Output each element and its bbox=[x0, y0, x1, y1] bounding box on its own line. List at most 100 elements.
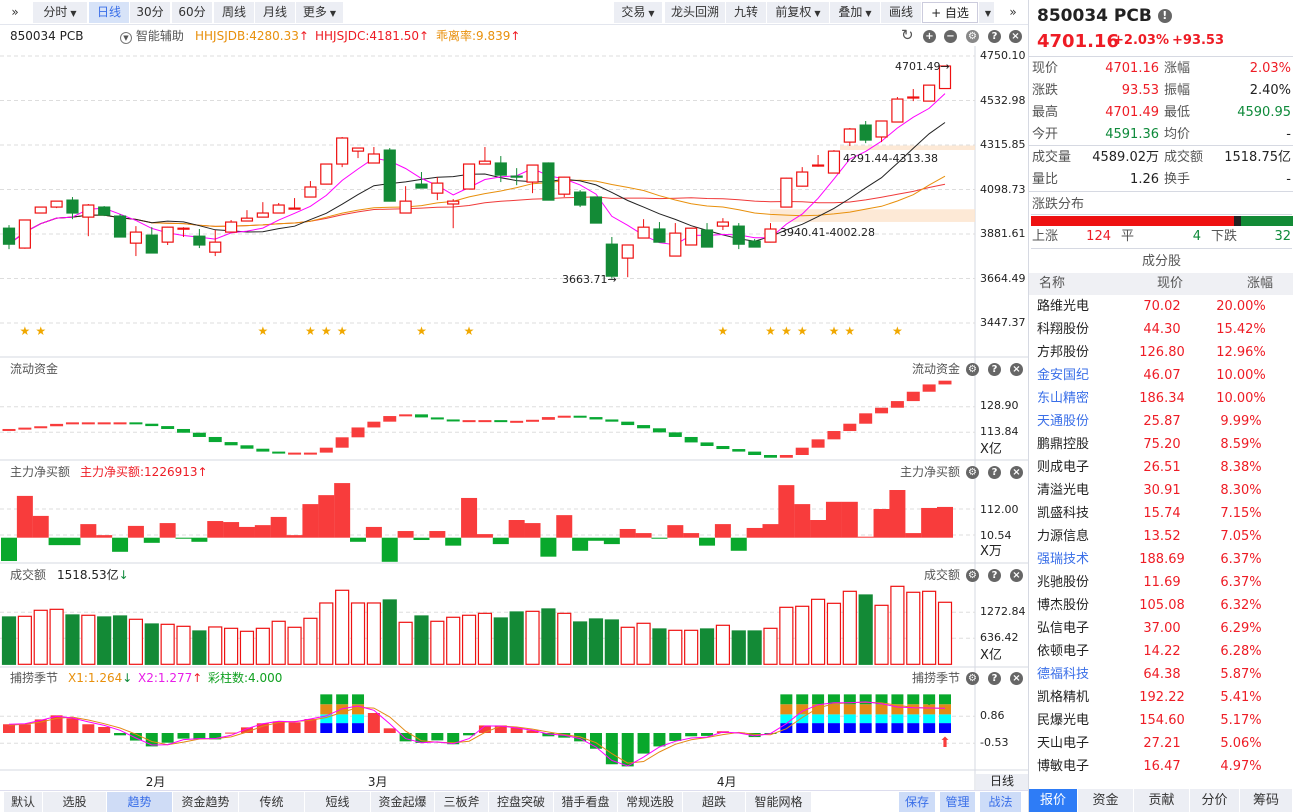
quote-tab[interactable]: 贡献 bbox=[1134, 789, 1190, 812]
strategy-tab[interactable]: 短线 bbox=[305, 792, 371, 812]
component-name[interactable]: 金安国纪 bbox=[1037, 368, 1090, 383]
component-name[interactable]: 方邦股份 bbox=[1037, 345, 1090, 360]
kline-chart[interactable]: ★ ★ ★ ★ ★ ★ ★ ★ ★ ★ ★ ★ ★ ★ ★ ⬇ ⬆ bbox=[0, 0, 1028, 790]
component-name[interactable]: 凯格精机 bbox=[1037, 690, 1090, 705]
strategy-tab[interactable]: 三板斧 bbox=[435, 792, 489, 812]
col-price[interactable]: 现价 bbox=[1157, 276, 1184, 291]
strategy-tab[interactable]: 资金趋势 bbox=[173, 792, 239, 812]
more-dropdown[interactable]: 更多 ▼ bbox=[296, 2, 343, 23]
tab-30min[interactable]: 30分 bbox=[130, 2, 170, 23]
strategy-tab[interactable]: 常规选股 bbox=[618, 792, 683, 812]
component-row[interactable]: 路维光电 70.02 20.00% bbox=[1029, 296, 1293, 318]
component-name[interactable]: 清溢光电 bbox=[1037, 483, 1090, 498]
strategy-tab[interactable]: 传统 bbox=[239, 792, 305, 812]
component-row[interactable]: 金安国纪 46.07 10.00% bbox=[1029, 365, 1293, 387]
component-row[interactable]: 博杰股份 105.08 6.32% bbox=[1029, 595, 1293, 617]
component-name[interactable]: 博敏电子 bbox=[1037, 759, 1090, 774]
component-name[interactable]: 博杰股份 bbox=[1037, 598, 1090, 613]
close-icon[interactable]: × bbox=[1010, 672, 1023, 685]
gear-icon[interactable]: ⚙ bbox=[966, 672, 979, 685]
gear-icon[interactable]: ⚙ bbox=[966, 569, 979, 582]
component-row[interactable]: 方邦股份 126.80 12.96% bbox=[1029, 342, 1293, 364]
strategy-tab[interactable]: 猎手看盘 bbox=[554, 792, 618, 812]
tab-monthly[interactable]: 月线 bbox=[255, 2, 295, 23]
component-row[interactable]: 凯格精机 192.22 5.41% bbox=[1029, 687, 1293, 709]
draw-line-button[interactable]: 画线 bbox=[881, 2, 921, 23]
component-name[interactable]: 东山精密 bbox=[1037, 391, 1090, 406]
help-icon[interactable]: ? bbox=[988, 466, 1001, 479]
component-name[interactable]: 弘信电子 bbox=[1037, 621, 1090, 636]
help-icon[interactable]: ? bbox=[988, 672, 1001, 685]
component-row[interactable]: 德福科技 64.38 5.87% bbox=[1029, 664, 1293, 686]
col-pct[interactable]: 涨幅 bbox=[1247, 276, 1274, 291]
component-row[interactable]: 科翔股份 44.30 15.42% bbox=[1029, 319, 1293, 341]
gear-icon[interactable]: ⚙ bbox=[966, 30, 979, 43]
component-row[interactable]: 强瑞技术 188.69 6.37% bbox=[1029, 549, 1293, 571]
component-row[interactable]: 凯盛科技 15.74 7.15% bbox=[1029, 503, 1293, 525]
smart-assist-toggle[interactable]: ▼ 智能辅助 bbox=[120, 29, 184, 44]
component-name[interactable]: 民爆光电 bbox=[1037, 713, 1090, 728]
action-button[interactable]: 保存 bbox=[899, 792, 936, 812]
info-icon[interactable]: ! bbox=[1157, 9, 1172, 23]
component-name[interactable]: 强瑞技术 bbox=[1037, 552, 1090, 567]
component-row[interactable]: 弘信电子 37.00 6.29% bbox=[1029, 618, 1293, 640]
strategy-tab[interactable]: 默认 bbox=[4, 792, 43, 812]
component-row[interactable]: 民爆光电 154.60 5.17% bbox=[1029, 710, 1293, 732]
component-row[interactable]: 东山精密 186.34 10.00% bbox=[1029, 388, 1293, 410]
component-row[interactable]: 则成电子 26.51 8.38% bbox=[1029, 457, 1293, 479]
gear-icon[interactable]: ⚙ bbox=[966, 466, 979, 479]
help-icon[interactable]: ? bbox=[988, 30, 1001, 43]
quote-tab[interactable]: 分价 bbox=[1190, 789, 1240, 812]
component-name[interactable]: 依顿电子 bbox=[1037, 644, 1090, 659]
component-name[interactable]: 路维光电 bbox=[1037, 299, 1090, 314]
strategy-tab[interactable]: 超跌 bbox=[683, 792, 746, 812]
strategy-tab[interactable]: 智能网格 bbox=[746, 792, 812, 812]
component-row[interactable]: 依顿电子 14.22 6.28% bbox=[1029, 641, 1293, 663]
component-name[interactable]: 科翔股份 bbox=[1037, 322, 1090, 337]
tab-weekly[interactable]: 周线 bbox=[214, 2, 254, 23]
quote-tab[interactable]: 报价 bbox=[1029, 789, 1078, 812]
trade-dropdown[interactable]: 交易 ▼ bbox=[614, 2, 662, 23]
tab-daily[interactable]: 日线 bbox=[89, 2, 129, 23]
strategy-tab[interactable]: 趋势 bbox=[107, 792, 173, 812]
expand-left-icon[interactable]: » bbox=[2, 2, 28, 23]
component-row[interactable]: 博敏电子 16.47 4.97% bbox=[1029, 756, 1293, 778]
tab-fenshi[interactable]: 分时 ▼ bbox=[33, 2, 87, 23]
chevron-down-icon[interactable]: ▼ bbox=[70, 9, 77, 18]
overlay-dropdown[interactable]: 叠加 ▼ bbox=[830, 2, 880, 23]
component-row[interactable]: 清溢光电 30.91 8.30% bbox=[1029, 480, 1293, 502]
component-row[interactable]: 天通股份 25.87 9.99% bbox=[1029, 411, 1293, 433]
action-button[interactable]: 管理 bbox=[940, 792, 976, 812]
component-row[interactable]: 力源信息 13.52 7.05% bbox=[1029, 526, 1293, 548]
strategy-tab[interactable]: 选股 bbox=[43, 792, 107, 812]
component-name[interactable]: 鹏鼎控股 bbox=[1037, 437, 1090, 452]
quote-tab[interactable]: 资金 bbox=[1078, 789, 1134, 812]
component-row[interactable]: 鹏鼎控股 75.20 8.59% bbox=[1029, 434, 1293, 456]
action-button[interactable]: 战法 bbox=[980, 792, 1022, 812]
adjust-dropdown[interactable]: 前复权 ▼ bbox=[767, 2, 829, 23]
watchlist-dropdown[interactable]: ▼ bbox=[979, 2, 994, 23]
col-name[interactable]: 名称 bbox=[1039, 276, 1066, 291]
component-name[interactable]: 天山电子 bbox=[1037, 736, 1090, 751]
strategy-tab[interactable]: 控盘突破 bbox=[489, 792, 554, 812]
zoom-out-icon[interactable]: − bbox=[944, 30, 957, 43]
close-icon[interactable]: × bbox=[1010, 363, 1023, 376]
component-name[interactable]: 天通股份 bbox=[1037, 414, 1090, 429]
add-watchlist-button[interactable]: + 自选 bbox=[922, 2, 978, 23]
refresh-icon[interactable]: ↻ bbox=[901, 26, 914, 44]
component-name[interactable]: 凯盛科技 bbox=[1037, 506, 1090, 521]
component-name[interactable]: 德福科技 bbox=[1037, 667, 1090, 682]
quote-tab[interactable]: 筹码 bbox=[1240, 789, 1293, 812]
nine-turn-button[interactable]: 九转 bbox=[726, 2, 766, 23]
strategy-tab[interactable]: 资金起爆 bbox=[371, 792, 435, 812]
expand-right-icon[interactable]: » bbox=[1003, 2, 1023, 23]
help-icon[interactable]: ? bbox=[988, 363, 1001, 376]
close-icon[interactable]: × bbox=[1009, 30, 1022, 43]
gear-icon[interactable]: ⚙ bbox=[966, 363, 979, 376]
leader-review-button[interactable]: 龙头回溯 bbox=[665, 2, 725, 23]
tab-60min[interactable]: 60分 bbox=[172, 2, 212, 23]
close-icon[interactable]: × bbox=[1010, 569, 1023, 582]
component-name[interactable]: 兆驰股份 bbox=[1037, 575, 1090, 590]
component-row[interactable]: 天山电子 27.21 5.06% bbox=[1029, 733, 1293, 755]
zoom-in-icon[interactable]: + bbox=[923, 30, 936, 43]
